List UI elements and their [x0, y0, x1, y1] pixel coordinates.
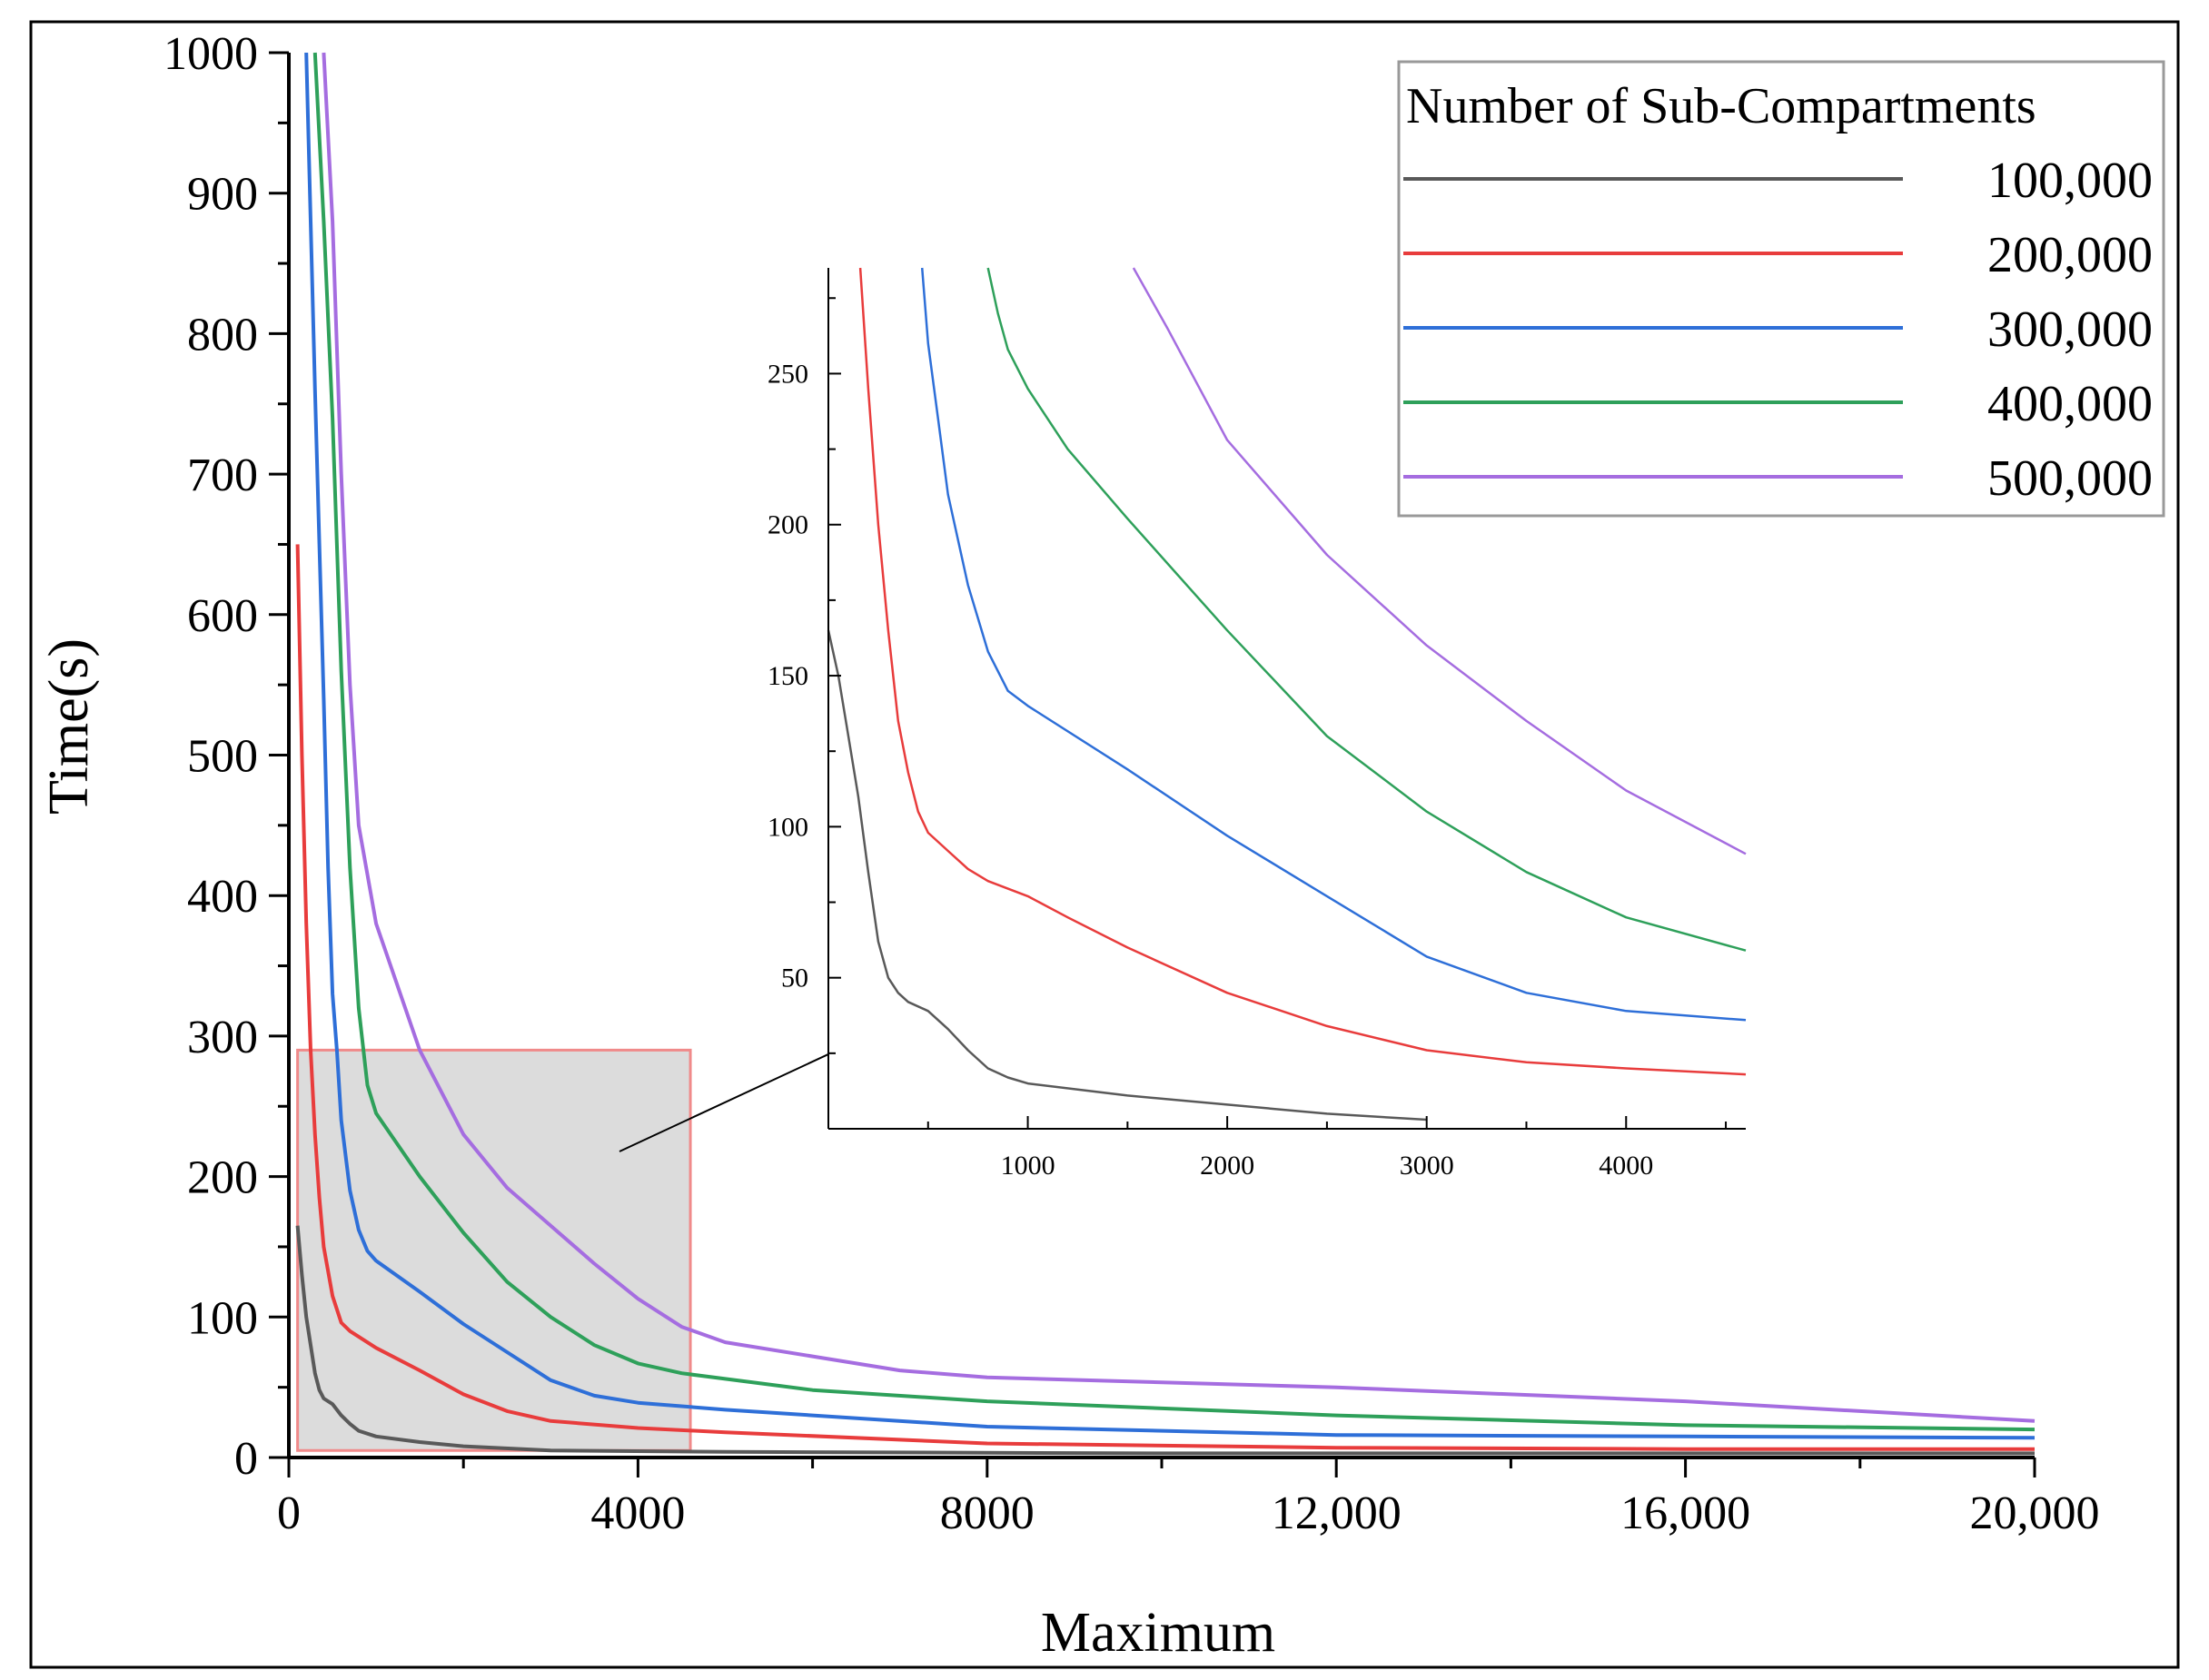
main-x-tick-label: 20,000: [1970, 1487, 2100, 1539]
main-y-tick-label: 500: [187, 731, 258, 783]
legend: Number of Sub-Compartments 100,000 200,00…: [1397, 60, 2165, 518]
main-x-tick-label: 12,000: [1272, 1487, 1402, 1539]
inset-series-line-4: [986, 267, 1747, 952]
inset-y-ticks: 50 100 150 200 250: [768, 297, 841, 1054]
inset-y-tick-label: 50: [781, 964, 808, 993]
main-y-tick-label: 100: [187, 1292, 258, 1344]
main-y-tick-label: 600: [187, 590, 258, 642]
inset-series-line-3: [920, 267, 1747, 1022]
inset-series-group: [827, 267, 1747, 1122]
legend-box: [1397, 60, 2165, 518]
legend-label-1: 100,000: [1987, 153, 2153, 209]
inset-y-tick-label: 100: [768, 812, 808, 842]
main-x-tick-label: 4000: [590, 1487, 685, 1539]
inset-x-tick-label: 4000: [1599, 1151, 1653, 1181]
main-y-tick-label: 400: [187, 871, 258, 923]
x-axis-title: Maximum: [1041, 1602, 1275, 1664]
legend-items: 100,000 200,000 300,000 400,000 500,000: [1403, 153, 2153, 507]
main-y-ticks: 0 100 200 300 400 500 600 700 800 900 1000: [163, 28, 289, 1485]
main-x-tick-label: 16,000: [1620, 1487, 1750, 1539]
main-x-tick-label: 8000: [940, 1487, 1035, 1539]
main-series-line-1: [295, 1225, 2035, 1456]
main-y-tick-label: 1000: [163, 28, 258, 80]
main-x-tick-label: 0: [277, 1487, 301, 1539]
legend-label-2: 200,000: [1987, 227, 2153, 283]
inset-series-line-2: [858, 267, 1747, 1076]
inset-series-line-1: [827, 629, 1427, 1122]
inset-x-ticks: 1000 2000 3000 4000: [926, 1116, 1728, 1181]
legend-label-5: 500,000: [1987, 450, 2153, 507]
main-series-group: [295, 52, 2036, 1456]
inset-x-tick-label: 3000: [1400, 1151, 1454, 1181]
inset-x-tick-label: 2000: [1200, 1151, 1254, 1181]
main-y-tick-label: 800: [187, 309, 258, 361]
main-y-tick-label: 200: [187, 1152, 258, 1204]
inset-y-tick-label: 200: [768, 510, 808, 540]
main-x-ticks: 0 4000 8000 12,000 16,000 20,000: [277, 1458, 2100, 1539]
main-series-line-3: [304, 52, 2036, 1440]
inset-y-tick-label: 150: [768, 661, 808, 691]
main-series-line-4: [312, 52, 2036, 1432]
y-axis-title: Time(s): [38, 638, 100, 815]
inset-x-tick-label: 1000: [1001, 1151, 1055, 1181]
inset-y-tick-label: 250: [768, 359, 808, 389]
inset-series-line-5: [1132, 267, 1747, 855]
main-y-tick-label: 300: [187, 1012, 258, 1063]
main-series-line-2: [295, 544, 2035, 1451]
legend-title: Number of Sub-Compartments: [1406, 78, 2036, 134]
main-series-line-5: [322, 52, 2036, 1423]
main-y-tick-label: 900: [187, 169, 258, 221]
main-y-tick-label: 700: [187, 450, 258, 501]
legend-label-4: 400,000: [1987, 376, 2153, 432]
legend-label-3: 300,000: [1987, 301, 2153, 358]
zoom-region: [296, 1048, 692, 1452]
main-y-tick-label: 0: [234, 1433, 258, 1485]
